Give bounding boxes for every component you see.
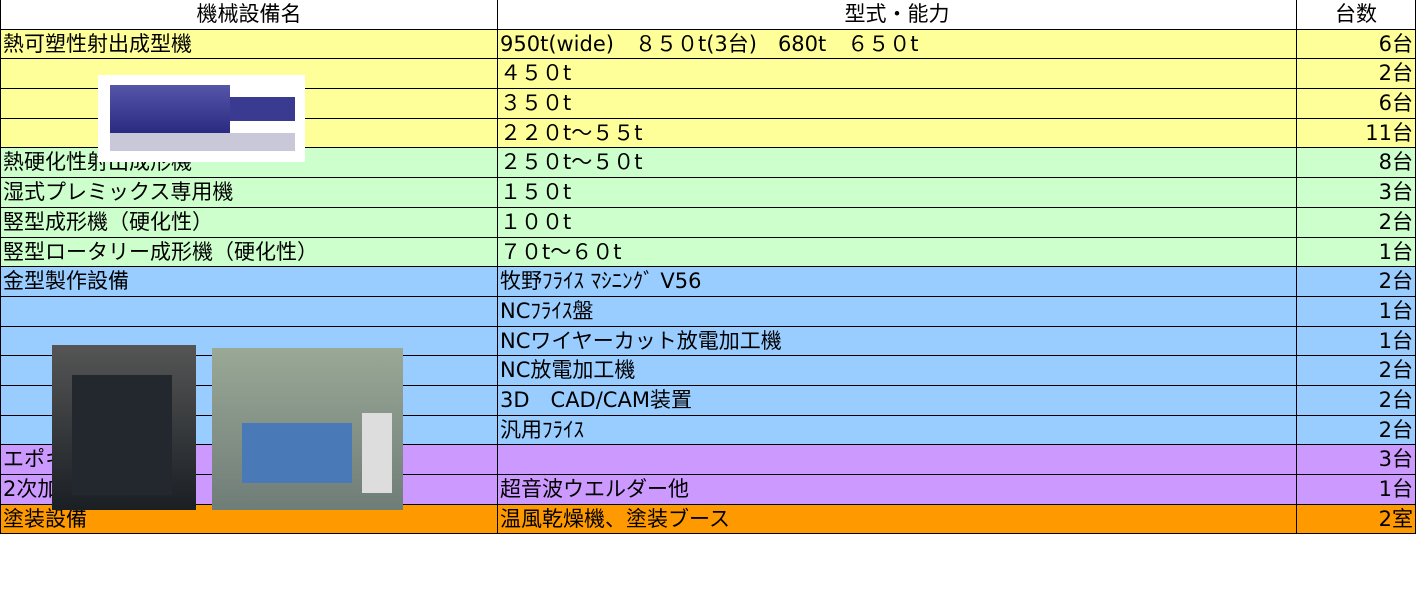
header-row: 機械設備名 型式・能力 台数 xyxy=(0,0,1416,30)
table-cell: 湿式プレミックス専用機 xyxy=(0,178,498,208)
table-cell: 竪型ロータリー成形機（硬化性） xyxy=(0,237,498,268)
table-cell: 温風乾燥機、塗装ブース xyxy=(498,504,1297,535)
injection-machine-photo xyxy=(98,75,305,162)
table-cell: １５０t xyxy=(498,178,1297,208)
table-cell: ７０t～６０t xyxy=(498,237,1297,268)
table-cell: 1台 xyxy=(1297,237,1416,268)
table-cell: 2台 xyxy=(1297,415,1416,446)
table-cell: 2台 xyxy=(1297,356,1416,386)
table-cell: ３５０t xyxy=(498,89,1297,119)
table-cell: 2台 xyxy=(1297,207,1416,238)
table-cell: ２２０t～５５t xyxy=(498,118,1297,149)
table-cell: NCワイヤーカット放電加工機 xyxy=(498,326,1297,357)
table-cell: 超音波ウエルダー他 xyxy=(498,475,1297,505)
table-row: 金型製作設備 牧野ﾌﾗｲｽ ﾏｼﾆﾝｸﾞ V56 2台 xyxy=(0,267,1416,297)
table-cell: 汎用ﾌﾗｲｽ xyxy=(498,415,1297,446)
table-row: NCﾌﾗｲｽ盤 1台 xyxy=(0,296,1416,327)
table-cell: ２５０t～５０t xyxy=(498,148,1297,179)
table-cell: 6台 xyxy=(1297,29,1416,60)
milling-machine-photo xyxy=(52,345,196,510)
edm-machine-photo xyxy=(212,348,403,510)
table-row: 熱可塑性射出成型機 950t(wide) ８５０t(3台) 680t ６５０t 6台 xyxy=(0,29,1416,60)
table-cell: 3D CAD/CAM装置 xyxy=(498,385,1297,416)
table-cell: 熱硬化性射出成形機 xyxy=(0,148,498,179)
table-cell: 3台 xyxy=(1297,445,1416,475)
table-cell: 2台 xyxy=(1297,385,1416,416)
table-row: 湿式プレミックス専用機 １５０t 3台 xyxy=(0,178,1416,208)
table-cell: 牧野ﾌﾗｲｽ ﾏｼﾆﾝｸﾞ V56 xyxy=(498,267,1297,297)
table-cell: 2室 xyxy=(1297,504,1416,535)
table-cell: NCﾌﾗｲｽ盤 xyxy=(498,296,1297,327)
table-cell: 2台 xyxy=(1297,59,1416,90)
header-cell: 台数 xyxy=(1297,0,1416,30)
table-cell: 2台 xyxy=(1297,267,1416,297)
table-cell: 塗装設備 xyxy=(0,504,498,535)
table-cell: 950t(wide) ８５０t(3台) 680t ６５０t xyxy=(498,29,1297,60)
table-cell: 3台 xyxy=(1297,178,1416,208)
table-cell: １００t xyxy=(498,207,1297,238)
table-cell: 金型製作設備 xyxy=(0,267,498,297)
table-cell: 8台 xyxy=(1297,148,1416,179)
table-row: 竪型ロータリー成形機（硬化性） ７０t～６０t 1台 xyxy=(0,237,1416,268)
header-cell: 機械設備名 xyxy=(0,0,498,30)
table-cell xyxy=(498,445,1297,475)
table-cell: ４５０t xyxy=(498,59,1297,90)
table-cell: 竪型成形機（硬化性） xyxy=(0,207,498,238)
table-cell: 熱可塑性射出成型機 xyxy=(0,29,498,60)
table-cell: NC放電加工機 xyxy=(498,356,1297,386)
table-cell xyxy=(0,296,498,327)
table-cell: 1台 xyxy=(1297,475,1416,505)
table-cell: 1台 xyxy=(1297,326,1416,357)
table-cell: 6台 xyxy=(1297,89,1416,119)
table-row: 竪型成形機（硬化性） １００t 2台 xyxy=(0,207,1416,238)
table-cell: 11台 xyxy=(1297,118,1416,149)
table-cell: 1台 xyxy=(1297,296,1416,327)
header-cell: 型式・能力 xyxy=(498,0,1297,30)
